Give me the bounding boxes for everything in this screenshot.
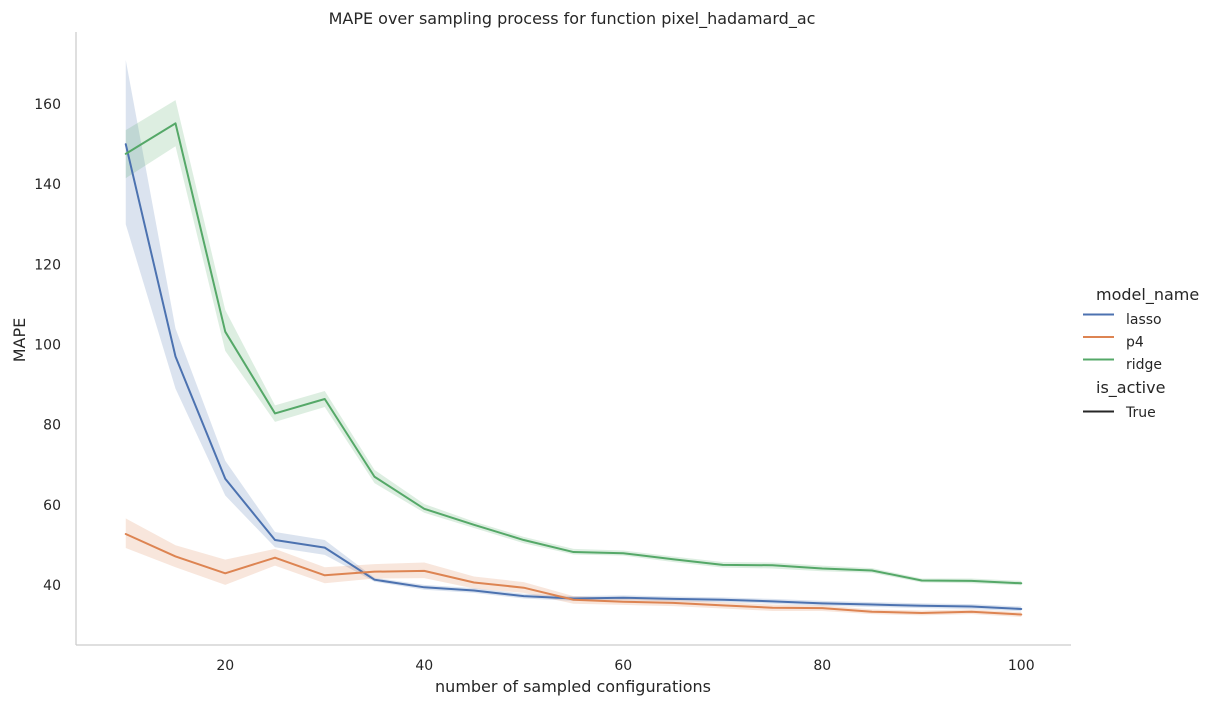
band-p4 — [125, 518, 1022, 617]
legend-hue-title: model_name — [1096, 285, 1199, 305]
y-tick-labels: 40 60 80 100 120 140 160 — [34, 97, 61, 594]
y-axis-label: MAPE — [10, 318, 29, 363]
legend-label-p4: p4 — [1126, 335, 1144, 351]
x-axis-label: number of sampled configurations — [435, 677, 711, 696]
x-tick-label: 20 — [216, 658, 234, 674]
x-tick-label: 40 — [415, 658, 433, 674]
y-tick-label: 80 — [43, 418, 61, 434]
confidence-bands — [125, 60, 1022, 617]
y-tick-label: 100 — [34, 338, 61, 354]
series-lines — [124, 122, 1023, 616]
legend-style-title: is_active — [1096, 378, 1165, 398]
x-tick-label: 100 — [1008, 658, 1035, 674]
line-p4 — [124, 533, 1023, 616]
legend-label-lasso: lasso — [1126, 312, 1162, 328]
y-tick-label: 60 — [43, 498, 61, 514]
legend-label-style: True — [1125, 405, 1156, 421]
y-tick-label: 160 — [34, 97, 61, 113]
y-tick-label: 120 — [34, 257, 61, 273]
legend-style-entries: True — [1083, 405, 1156, 421]
line-lasso — [124, 143, 1023, 610]
x-tick-label: 60 — [614, 658, 632, 674]
legend: model_name lasso p4 ridge is_active True — [1083, 285, 1199, 421]
chart-title: MAPE over sampling process for function … — [329, 9, 816, 29]
band-lasso — [125, 60, 1022, 612]
y-tick-label: 140 — [34, 177, 61, 193]
legend-label-ridge: ridge — [1126, 357, 1162, 373]
legend-hue-entries: lasso p4 ridge — [1083, 312, 1162, 373]
line-ridge — [124, 122, 1023, 585]
x-tick-labels: 20 40 60 80 100 — [216, 658, 1034, 674]
y-tick-label: 40 — [43, 578, 61, 594]
x-tick-label: 80 — [813, 658, 831, 674]
